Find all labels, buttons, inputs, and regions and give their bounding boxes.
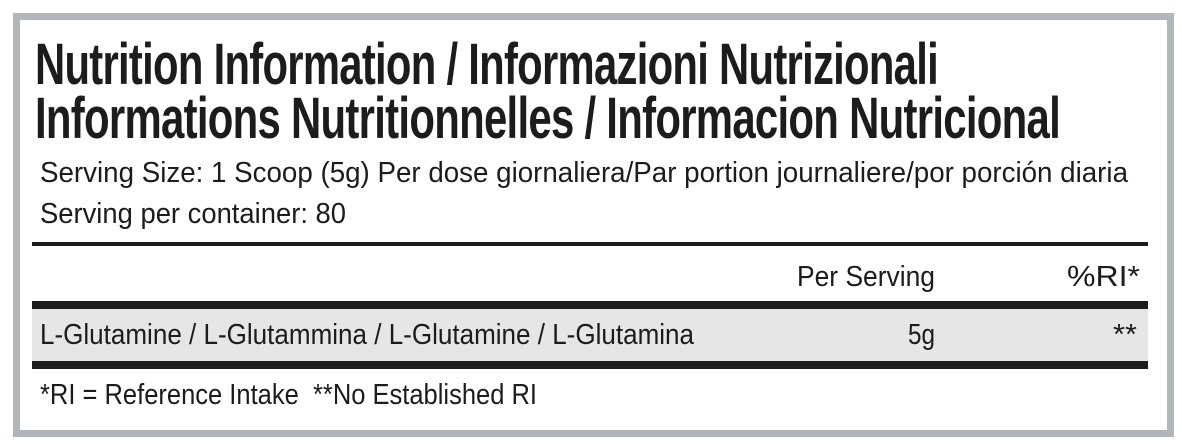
header-per-serving: Per Serving (797, 261, 935, 293)
label-border (13, 13, 1174, 437)
divider-header (32, 301, 1148, 309)
divider-bottom (32, 361, 1148, 369)
footnote: *RI = Reference Intake **No Established … (40, 379, 537, 411)
nutrient-ri: ** (1113, 319, 1137, 351)
header-ri: %RI* (1067, 261, 1140, 293)
nutrient-name: L-Glutamine / L-Glutammina / L-Glutamine… (40, 319, 694, 351)
nutrient-per-serving: 5g (908, 319, 935, 351)
servings-per-container: Serving per container: 80 (40, 198, 346, 230)
serving-size: Serving Size: 1 Scoop (5g) Per dose gior… (40, 157, 1128, 189)
table-row (32, 309, 1148, 361)
title-line-2: Informations Nutritionnelles / Informaci… (35, 86, 1061, 151)
title-line-1: Nutrition Information / Informazioni Nut… (35, 32, 939, 97)
divider-top (32, 242, 1148, 246)
